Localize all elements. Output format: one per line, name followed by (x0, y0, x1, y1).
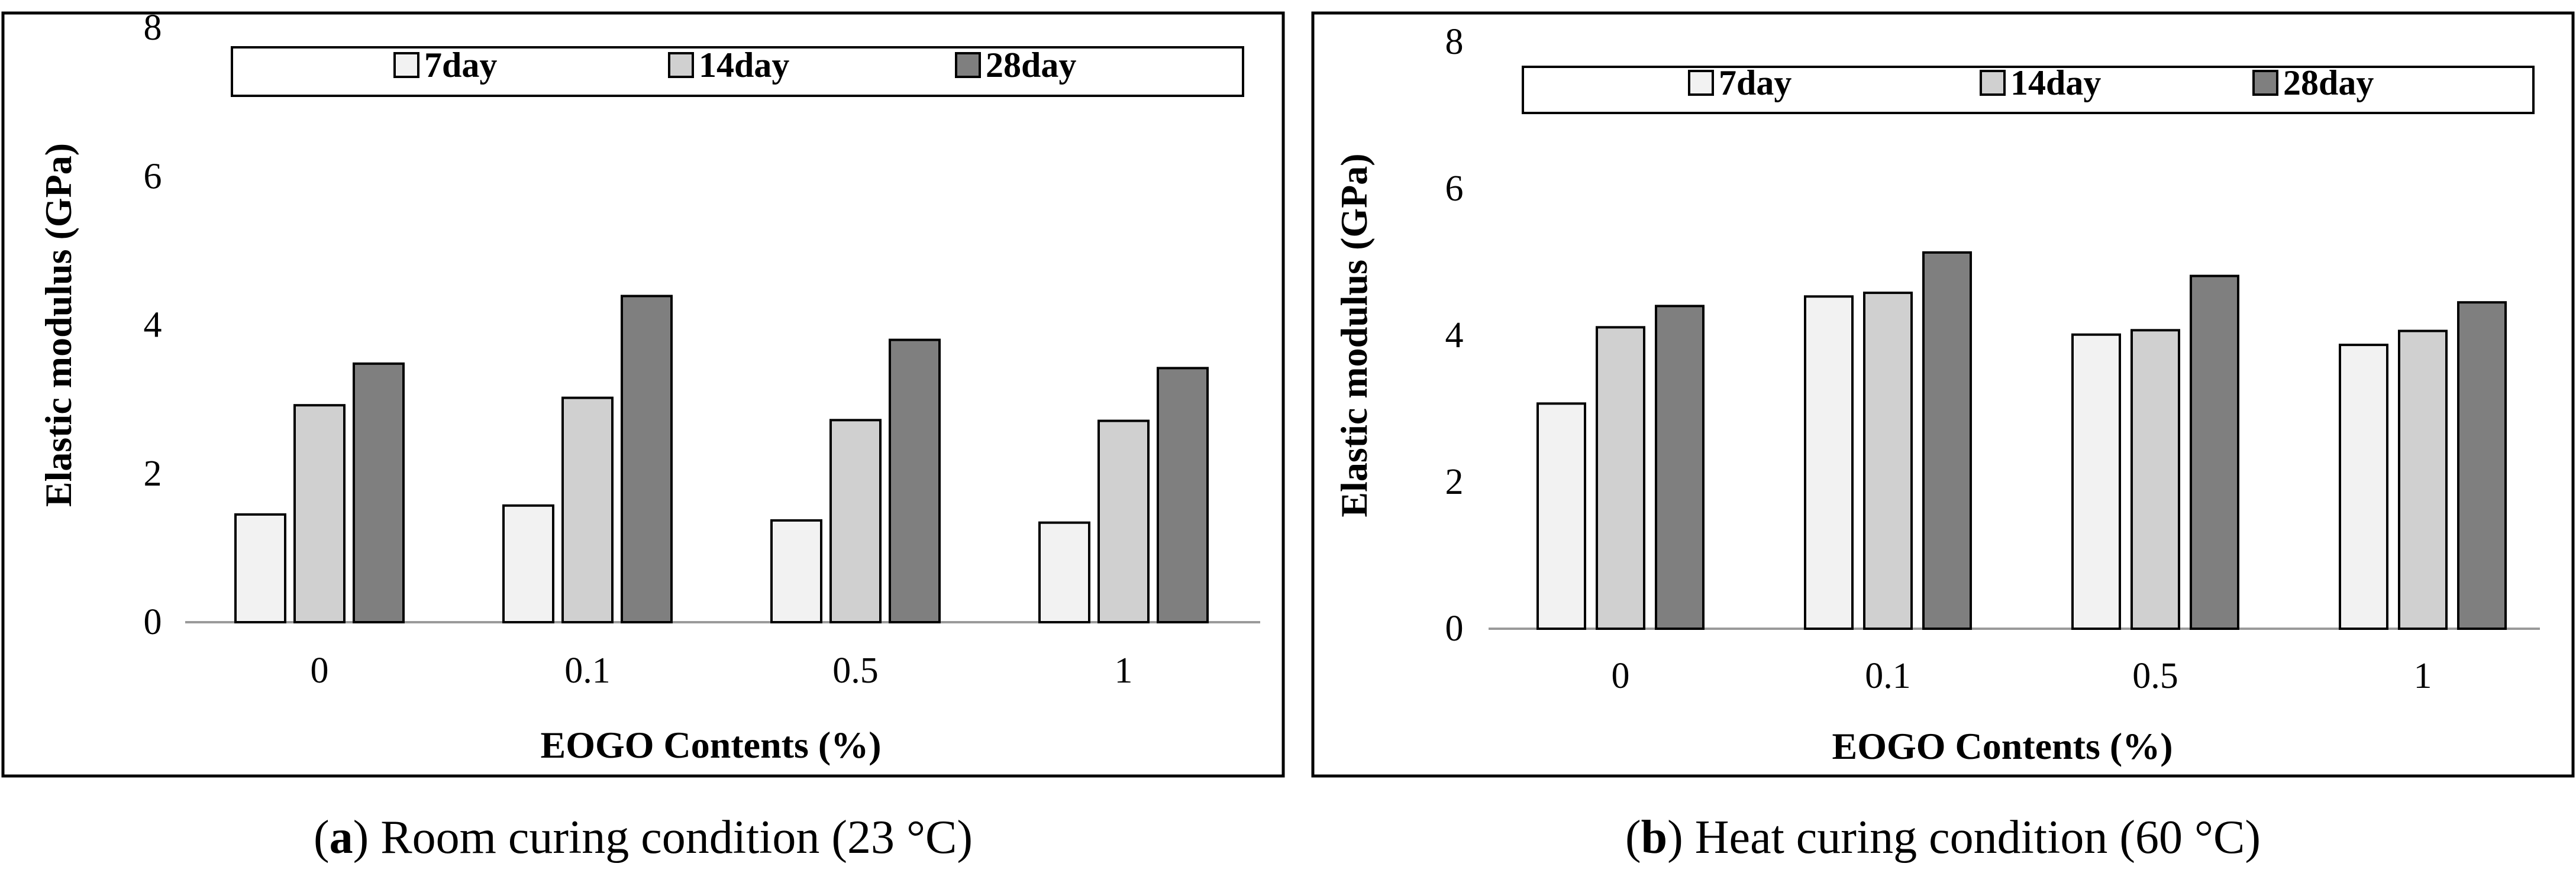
bar-14day-1 (1097, 419, 1150, 624)
legend-swatch-7day (1688, 70, 1714, 96)
caption-open-paren: ( (1625, 811, 1641, 864)
legend-label-28day: 28day (986, 46, 1076, 85)
caption-letter: a (330, 811, 353, 864)
legend-swatch-14day (668, 52, 694, 78)
y-axis-label: Elastic modulus (GPa) (1333, 153, 1375, 517)
legend-label-14day: 14day (2010, 63, 2101, 102)
legend-label-14day: 14day (699, 46, 789, 85)
x-axis-label: EOGO Contents (%) (1832, 725, 2173, 767)
x-tick-label: 0.5 (2132, 656, 2178, 696)
y-tick-label: 2 (144, 454, 162, 494)
bar-14day-0_1 (1863, 292, 1913, 630)
bar-14day-0_5 (2130, 329, 2180, 630)
bar-28day-1 (1157, 367, 1209, 623)
bar-28day-0_5 (2190, 274, 2239, 630)
bar-28day-0 (353, 362, 405, 623)
bar-7day-0_1 (502, 504, 554, 623)
x-tick-label: 0.1 (1865, 656, 1911, 696)
bar-14day-0_5 (829, 419, 882, 623)
y-tick-label: 2 (1445, 462, 1464, 502)
bar-7day-0_1 (1804, 295, 1854, 630)
y-tick-label: 4 (144, 305, 162, 345)
bar-14day-0 (293, 404, 346, 623)
bar-7day-0 (1536, 402, 1586, 630)
bar-28day-0_1 (1922, 251, 1972, 630)
x-tick-label: 0 (1612, 656, 1630, 696)
bar-7day-1 (1038, 521, 1090, 623)
bar-7day-0_5 (2071, 333, 2121, 630)
chart-panel-a: 0 2 4 6 8 Elastic modulus (GPa) 0 0.1 0.5 1 EOGO C… (1, 8, 1285, 864)
legend-swatch-28day (2252, 70, 2278, 96)
bar-14day-0_1 (561, 396, 614, 623)
y-tick-label: 8 (144, 8, 162, 48)
chart-panel-b: 0 2 4 6 8 Elastic modulus (GPa) 0 0.1 0.5 1 EOGO C… (1311, 11, 2575, 864)
legend-swatch-7day (393, 52, 419, 78)
bar-14day-0 (1596, 326, 1645, 630)
bar-28day-0_1 (621, 295, 673, 624)
legend-swatch-14day (1980, 70, 2006, 96)
bar-14day-1 (2398, 329, 2448, 630)
x-tick-label: 0 (311, 651, 329, 691)
legend-label-28day: 28day (2283, 63, 2374, 102)
y-tick-label: 6 (144, 156, 162, 196)
x-tick-label: 0.5 (832, 651, 879, 691)
x-tick-label: 1 (1115, 651, 1133, 691)
bar-28day-1 (2457, 301, 2507, 630)
y-tick-label: 0 (144, 602, 162, 642)
figure-caption: (a) Room curing condition (23 °C) (314, 811, 973, 864)
bar-28day-0 (1655, 305, 1705, 630)
x-tick-label: 0.1 (564, 651, 611, 691)
legend-swatch-28day (955, 52, 981, 78)
y-tick-label: 4 (1445, 315, 1464, 355)
legend: 7day 14day 28day (231, 46, 1244, 97)
y-axis-label: Elastic modulus (GPa) (37, 143, 79, 507)
bar-7day-0_5 (770, 519, 822, 623)
legend: 7day 14day 28day (1522, 63, 2535, 114)
caption-text: ) Room curing condition (23 °C) (353, 811, 973, 864)
bar-7day-1 (2339, 344, 2388, 630)
legend-label-7day: 7day (1719, 63, 1791, 102)
caption-open-paren: ( (314, 811, 330, 864)
y-tick-label: 6 (1445, 169, 1464, 209)
bar-7day-0 (234, 513, 286, 623)
y-tick-label: 8 (1445, 22, 1464, 62)
y-tick-label: 0 (1445, 609, 1464, 649)
caption-text: ) Heat curing condition (60 °C) (1667, 811, 2261, 864)
bar-28day-0_5 (889, 338, 941, 623)
legend-label-7day: 7day (424, 46, 497, 85)
x-tick-label: 1 (2414, 656, 2432, 696)
caption-letter: b (1641, 811, 1668, 864)
figure-caption: (b) Heat curing condition (60 °C) (1625, 811, 2261, 864)
x-axis-label: EOGO Contents (%) (541, 724, 882, 766)
